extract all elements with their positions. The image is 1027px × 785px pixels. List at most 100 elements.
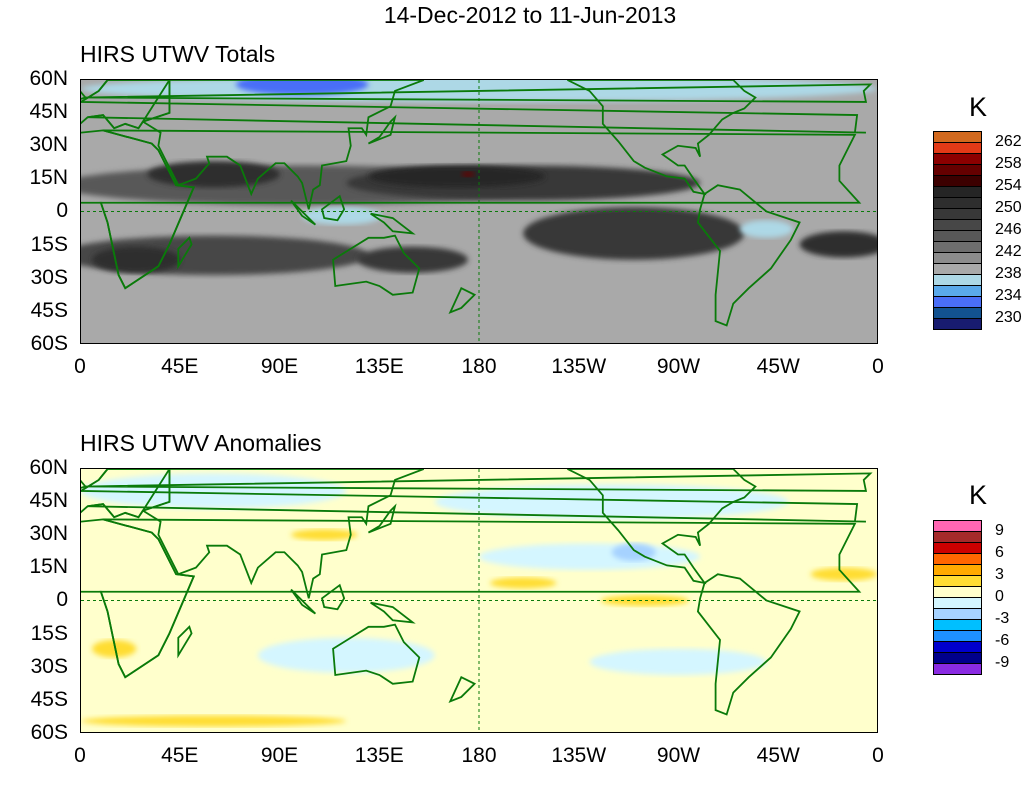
- contour-region: [523, 207, 745, 260]
- colorbar-box: [934, 631, 981, 642]
- x-tick-label: 45W: [756, 744, 800, 767]
- x-tick-label: 90W: [656, 355, 701, 378]
- x-tick-label: 0: [74, 355, 86, 378]
- y-tick-label: 60S: [30, 720, 68, 744]
- colorbar-box: [934, 253, 981, 264]
- colorbar-box: [934, 319, 981, 329]
- coastline-africa: [81, 519, 194, 677]
- colorbar-box: [934, 187, 981, 198]
- colorbar-box: [934, 143, 981, 154]
- colorbar-box: [934, 532, 981, 543]
- y-tick-label: 15S: [30, 621, 68, 645]
- coastline-samerica: [698, 574, 800, 714]
- coastline-namerica: [567, 469, 755, 583]
- colorbar-box: [934, 165, 981, 176]
- coastline-guinea: [371, 603, 413, 623]
- coastline-africa: [81, 130, 194, 288]
- colorbar-box: [934, 176, 981, 187]
- y-tick-label: 30S: [30, 265, 68, 289]
- colorbar-label: 246: [995, 221, 1022, 238]
- y-tick-label: 15N: [29, 166, 68, 190]
- y-tick-label: 30N: [29, 133, 68, 157]
- contour-region: [92, 639, 137, 658]
- coastline-australia: [333, 236, 419, 295]
- coastline-namerica: [567, 80, 755, 194]
- colorbar-box: [934, 609, 981, 620]
- colorbar-label: 238: [995, 265, 1022, 282]
- colorbar-box: [934, 220, 981, 231]
- colorbar-label: 262: [995, 133, 1022, 150]
- y-tick-label: 30N: [29, 522, 68, 546]
- colorbar-box: [934, 587, 981, 598]
- colorbar-box: [934, 297, 981, 308]
- contour-region: [434, 484, 789, 520]
- totals-unit: K: [969, 92, 988, 122]
- colorbar-box: [934, 664, 981, 674]
- x-tick-label: 0: [872, 355, 884, 378]
- contour-region: [799, 231, 877, 258]
- contour-region: [357, 246, 468, 273]
- x-tick-label: 90E: [260, 744, 299, 767]
- contour-region: [81, 473, 347, 509]
- x-tick-label: 0: [872, 744, 884, 767]
- hot-spot: [461, 171, 475, 177]
- figure-title: 14-Dec-2012 to 11-Jun-2013: [383, 2, 677, 28]
- anomalies-colorbar: [933, 520, 982, 675]
- colorbar-label: 230: [995, 309, 1022, 326]
- totals-map: [80, 79, 878, 344]
- x-tick-label: 135E: [354, 355, 404, 378]
- x-tick-label: 45W: [756, 355, 800, 378]
- colorbar-label: 242: [995, 243, 1022, 260]
- colorbar-box: [934, 286, 981, 297]
- coastline-asia: [143, 469, 424, 598]
- contour-region: [235, 80, 369, 96]
- x-tick-label: 0: [74, 744, 86, 767]
- contour-region: [589, 648, 767, 676]
- x-tick-label: 45E: [161, 355, 199, 378]
- coastline-sumatra: [291, 590, 315, 614]
- colorbar-label: -9: [995, 654, 1010, 671]
- y-tick-label: 0: [56, 588, 68, 612]
- y-tick-label: 60N: [29, 456, 68, 479]
- totals-colorbar: [933, 131, 982, 330]
- colorbar-label: 0: [995, 588, 1004, 605]
- y-tick-label: 45N: [29, 100, 68, 124]
- colorbar-label: 258: [995, 155, 1022, 172]
- colorbar-box: [934, 264, 981, 275]
- colorbar-box: [934, 554, 981, 565]
- colorbar-box: [934, 565, 981, 576]
- y-tick-label: 45N: [29, 489, 68, 513]
- colorbar-box: [934, 154, 981, 165]
- coastline-australia: [333, 625, 419, 684]
- colorbar-label: 254: [995, 177, 1022, 194]
- coastline-japan: [368, 506, 395, 532]
- colorbar-label: -3: [995, 610, 1010, 627]
- colorbar-box: [934, 242, 981, 253]
- colorbar-label: 250: [995, 199, 1022, 216]
- contour-region: [368, 165, 546, 188]
- anomalies-unit: K: [969, 480, 988, 510]
- contour-region: [490, 577, 557, 589]
- coastline-samerica: [698, 185, 800, 325]
- y-tick-label: 60S: [30, 331, 68, 355]
- x-tick-label: 135W: [551, 355, 607, 378]
- colorbar-label: 3: [995, 566, 1004, 583]
- colorbar-label: -6: [995, 632, 1010, 649]
- y-tick-label: 15N: [29, 555, 68, 579]
- contour-region: [81, 715, 347, 727]
- panel-title-totals: HIRS UTWV Totals: [80, 41, 276, 67]
- coastline-borneo: [322, 196, 344, 220]
- contour-region: [600, 595, 690, 606]
- coastline-japan: [368, 117, 395, 143]
- colorbar-box: [934, 642, 981, 653]
- contour-region: [302, 207, 382, 225]
- coastline-madagascar: [178, 238, 191, 266]
- coastline-borneo: [322, 585, 344, 609]
- colorbar-box: [934, 209, 981, 220]
- colorbar-box: [934, 198, 981, 209]
- y-tick-label: 30S: [30, 654, 68, 678]
- x-tick-label: 180: [461, 355, 497, 378]
- x-tick-label: 180: [461, 744, 497, 767]
- colorbar-label: 6: [995, 544, 1004, 561]
